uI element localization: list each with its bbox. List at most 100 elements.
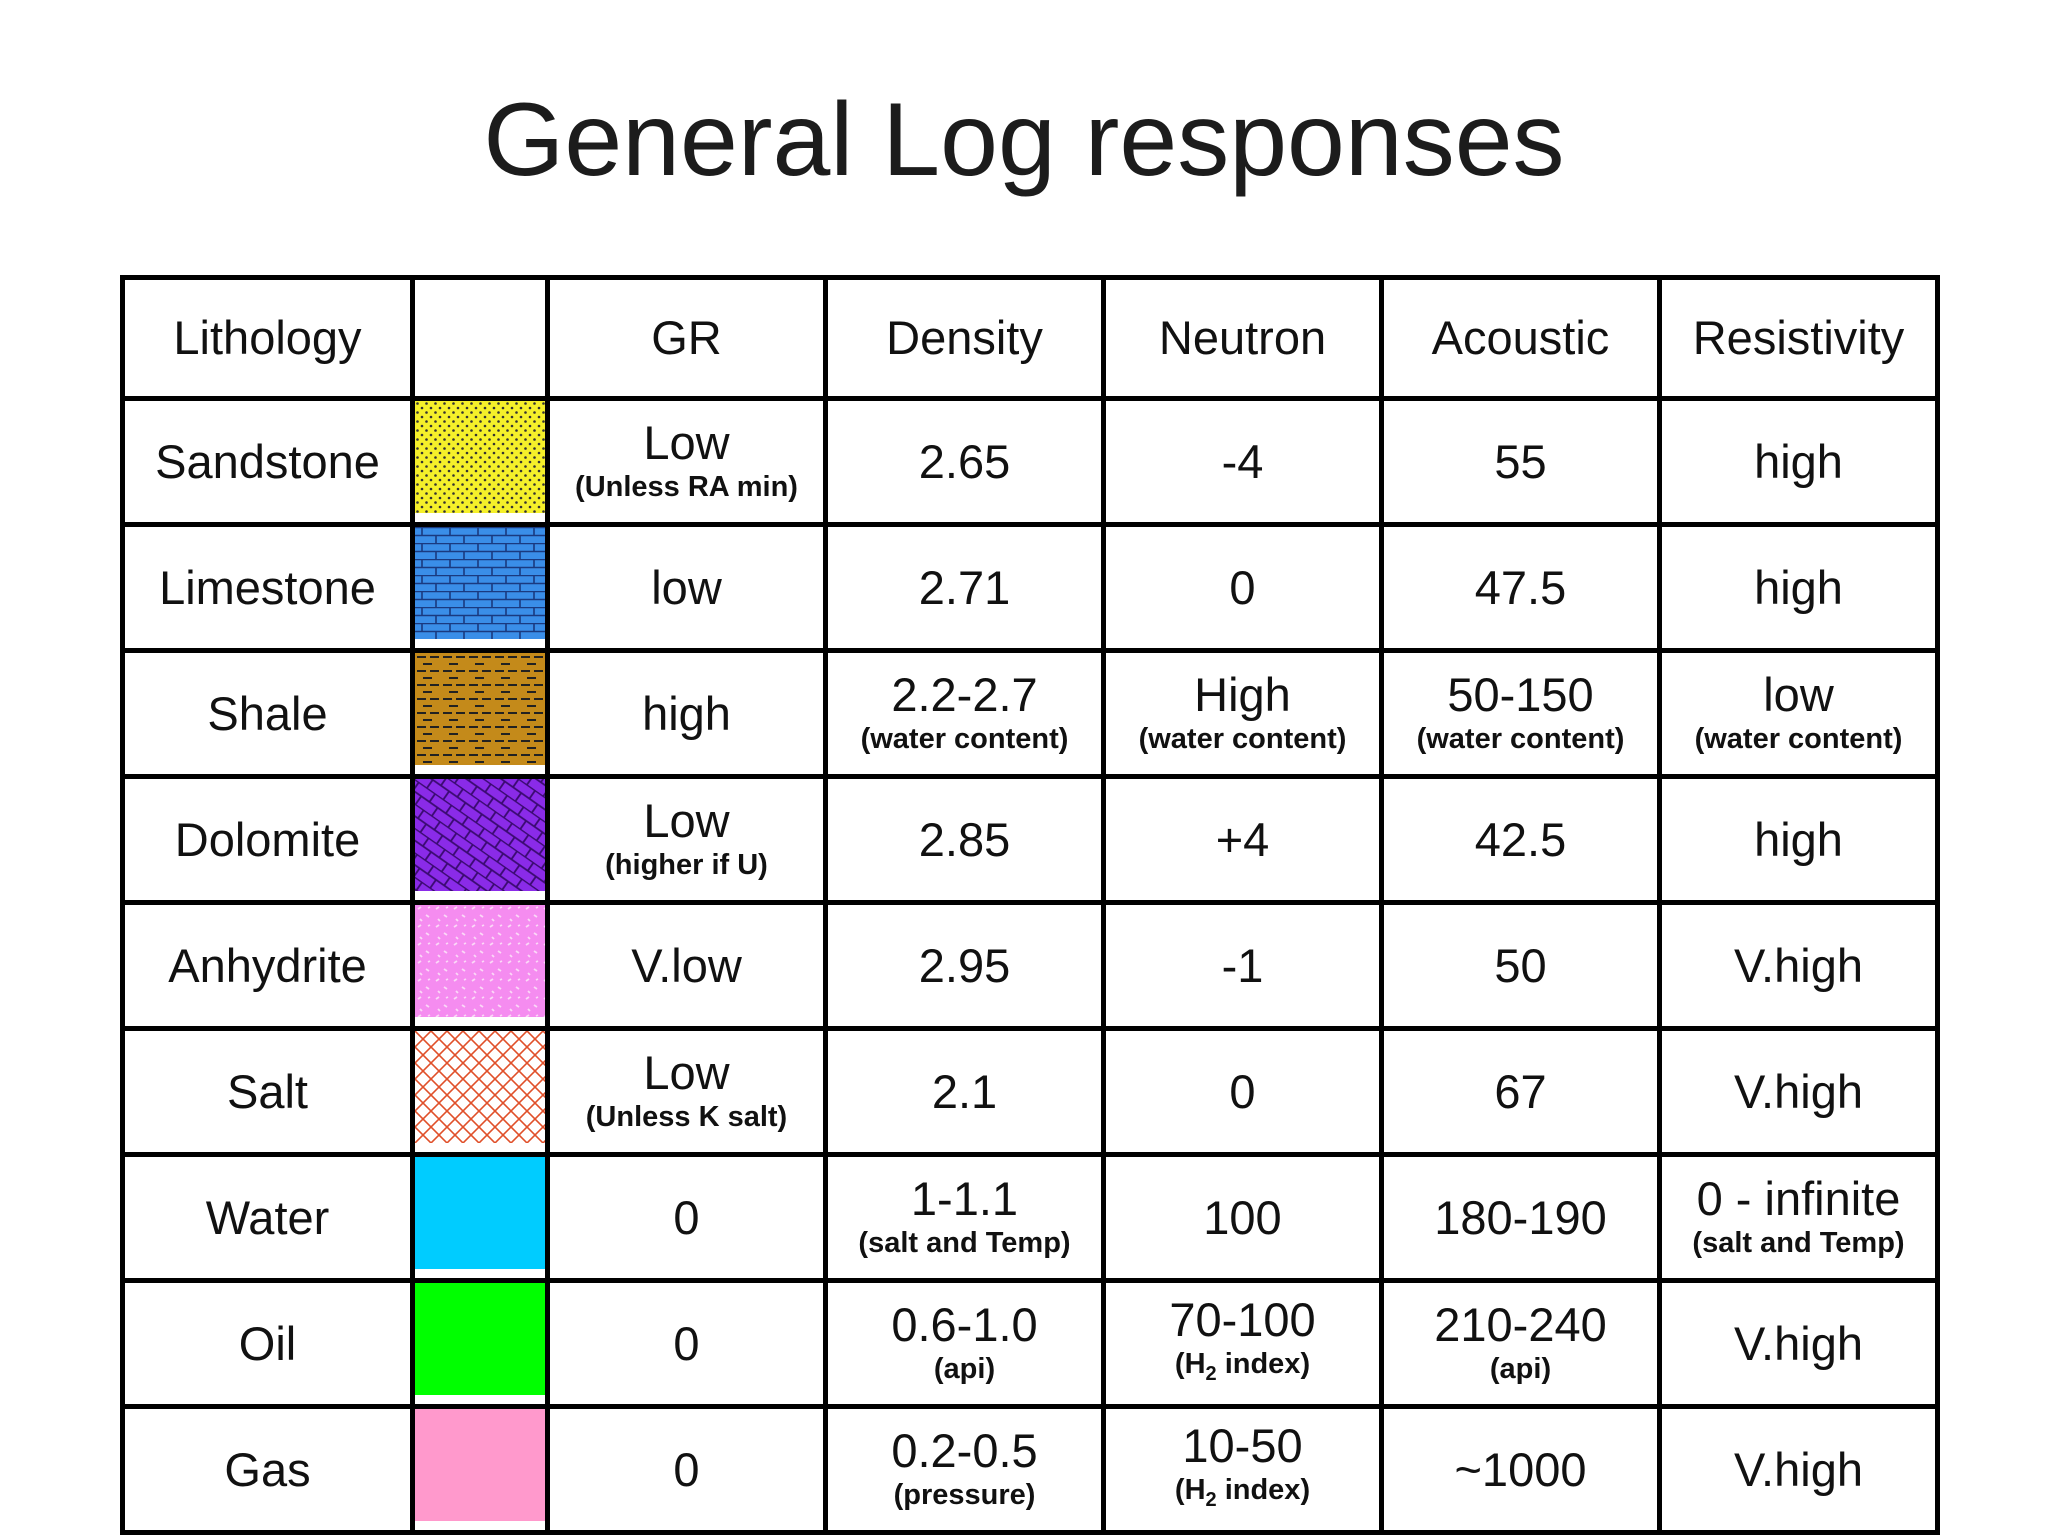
table-row: Sandstone Low (Unless RA min) 2.65 -4 55 high: [120, 396, 1940, 527]
density-value: 0.6-1.0: [891, 1297, 1038, 1351]
gr-cell: V.low: [545, 900, 828, 1031]
lithology-swatch: [410, 1404, 550, 1535]
water-pattern-swatch: [415, 1157, 545, 1269]
acoustic-value: 180-190: [1434, 1190, 1607, 1244]
density-cell: 0.2-0.5 (pressure): [823, 1404, 1106, 1535]
density-value: 2.85: [918, 812, 1011, 866]
resistivity-note: (salt and Temp): [1692, 1226, 1905, 1259]
neutron-value: 10-50: [1182, 1418, 1303, 1472]
gr-cell: Low (Unless K salt): [545, 1026, 828, 1157]
header-lithology: Lithology: [120, 275, 415, 401]
neutron-cell: 10-50 (H2 index): [1101, 1404, 1384, 1535]
table-row: Oil 0 0.6-1.0 (api) 70-100 (H2 index) 210-240(…: [120, 1278, 1940, 1409]
density-note: (water content): [860, 722, 1069, 755]
resistivity-cell: V.high: [1657, 1026, 1940, 1157]
resistivity-value: V.high: [1734, 1316, 1863, 1370]
acoustic-value: ~1000: [1454, 1442, 1587, 1496]
acoustic-value: 47.5: [1474, 560, 1567, 614]
neutron-value: -4: [1221, 434, 1264, 488]
density-value: 2.95: [918, 938, 1011, 992]
density-note: (pressure): [893, 1478, 1036, 1511]
acoustic-value: 50: [1494, 938, 1547, 992]
lithology-swatch: [410, 900, 550, 1031]
gr-value: V.low: [631, 938, 742, 992]
acoustic-cell: 42.5: [1379, 774, 1662, 905]
neutron-cell: 0: [1101, 1026, 1384, 1157]
limestone-pattern-swatch: [415, 527, 545, 639]
gr-cell: Low (Unless RA min): [545, 396, 828, 527]
density-cell: 2.95: [823, 900, 1106, 1031]
resistivity-value: high: [1754, 560, 1843, 614]
lithology-cell: Dolomite: [120, 774, 415, 905]
lithology-cell: Sandstone: [120, 396, 415, 527]
gr-value: Low: [643, 1045, 730, 1099]
gr-cell: 0: [545, 1278, 828, 1409]
resistivity-value: V.high: [1734, 1442, 1863, 1496]
acoustic-cell: 47.5: [1379, 522, 1662, 653]
resistivity-value: high: [1754, 812, 1843, 866]
resistivity-cell: high: [1657, 522, 1940, 653]
table-row: Shale high 2.2-2.7 (water content) High (wate…: [120, 648, 1940, 779]
table-header-row: Lithology GR Density Neutron Acoustic Re…: [120, 275, 1940, 401]
header-resistivity: Resistivity: [1657, 275, 1940, 401]
gr-value: 0: [673, 1442, 700, 1496]
acoustic-note: (api): [1489, 1352, 1552, 1385]
gr-value: low: [651, 560, 722, 614]
density-value: 2.1: [931, 1064, 998, 1118]
header-neutron: Neutron: [1101, 275, 1384, 401]
neutron-value: 0: [1229, 560, 1256, 614]
gr-cell: high: [545, 648, 828, 779]
neutron-value: +4: [1215, 812, 1270, 866]
table-row: Dolomite Low (higher if U) 2.85 +4 42.5 high: [120, 774, 1940, 905]
acoustic-note: (water content): [1416, 722, 1625, 755]
resistivity-value: low: [1763, 667, 1834, 721]
resistivity-cell: V.high: [1657, 900, 1940, 1031]
density-cell: 2.1: [823, 1026, 1106, 1157]
gr-cell: 0: [545, 1152, 828, 1283]
table-row: Anhydrite V.low 2.95 -1 50 V.high: [120, 900, 1940, 1031]
sandstone-pattern-swatch: [415, 401, 545, 513]
table-body: Sandstone Low (Unless RA min) 2.65 -4 55 high L…: [120, 396, 1940, 1535]
gr-note: (higher if U): [605, 848, 768, 881]
density-cell: 2.2-2.7 (water content): [823, 648, 1106, 779]
oil-pattern-swatch: [415, 1283, 545, 1395]
neutron-value: 70-100: [1169, 1292, 1316, 1346]
density-cell: 2.85: [823, 774, 1106, 905]
neutron-value: High: [1194, 667, 1291, 721]
resistivity-value: V.high: [1734, 1064, 1863, 1118]
header-density: Density: [823, 275, 1106, 401]
density-value: 2.71: [918, 560, 1011, 614]
table-row: Water 0 1-1.1 (salt and Temp) 100 180-190 0 - …: [120, 1152, 1940, 1283]
acoustic-cell: 67: [1379, 1026, 1662, 1157]
resistivity-cell: V.high: [1657, 1404, 1940, 1535]
density-note: (api): [933, 1352, 996, 1385]
density-cell: 2.65: [823, 396, 1106, 527]
density-value: 2.65: [918, 434, 1011, 488]
resistivity-note: (water content): [1694, 722, 1903, 755]
density-note: (salt and Temp): [858, 1226, 1071, 1259]
neutron-cell: -4: [1101, 396, 1384, 527]
neutron-note: (H2 index): [1174, 1473, 1311, 1511]
neutron-note: (H2 index): [1174, 1347, 1311, 1385]
resistivity-value: V.high: [1734, 938, 1863, 992]
acoustic-value: 42.5: [1474, 812, 1567, 866]
neutron-cell: 100: [1101, 1152, 1384, 1283]
gr-note: (Unless K salt): [585, 1100, 788, 1133]
neutron-note: (water content): [1138, 722, 1347, 755]
header-gr: GR: [545, 275, 828, 401]
gr-cell: 0: [545, 1404, 828, 1535]
neutron-value: -1: [1221, 938, 1264, 992]
lithology-cell: Salt: [120, 1026, 415, 1157]
density-value: 2.2-2.7: [891, 667, 1038, 721]
gr-note: (Unless RA min): [575, 470, 798, 503]
neutron-cell: +4: [1101, 774, 1384, 905]
gr-value: high: [642, 686, 731, 740]
acoustic-value: 67: [1494, 1064, 1547, 1118]
lithology-swatch: [410, 774, 550, 905]
gr-cell: Low (higher if U): [545, 774, 828, 905]
table-row: Gas 0 0.2-0.5 (pressure) 10-50 (H2 index) ~100…: [120, 1404, 1940, 1535]
gr-value: Low: [643, 415, 730, 469]
acoustic-cell: 50: [1379, 900, 1662, 1031]
dolomite-pattern-swatch: [415, 779, 545, 891]
acoustic-cell: 55: [1379, 396, 1662, 527]
